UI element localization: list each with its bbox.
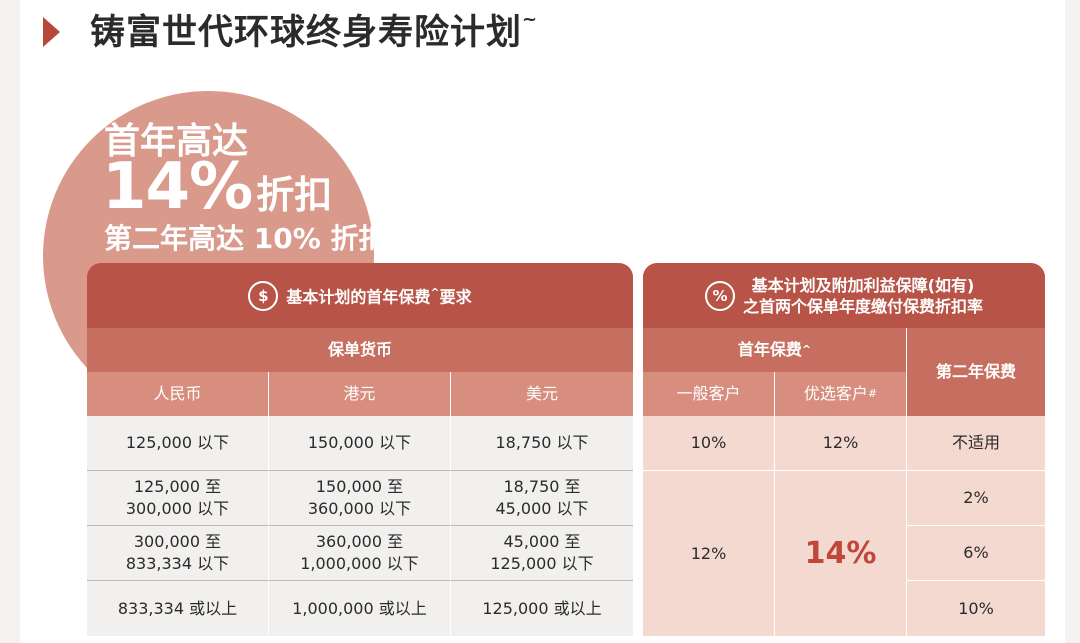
column-header-usd: 美元 xyxy=(451,372,633,416)
table-cell: 125,000 以下 xyxy=(87,416,269,471)
title-arrow-icon xyxy=(43,17,60,47)
table-cell: 300,000 至 833,334 以下 xyxy=(87,526,269,581)
second-year-premium-header: 第二年保费 xyxy=(907,328,1045,416)
promo-discount-label: 折扣 xyxy=(256,173,333,217)
promo-line-2: 14% 折扣 xyxy=(102,150,332,224)
preferred-client-header: 优选客户 # xyxy=(775,372,907,416)
table-cell: 10% xyxy=(643,416,775,471)
promo-line-1: 首年高达 xyxy=(104,121,249,162)
table-cell: 2% xyxy=(907,471,1045,526)
table-cell: 150,000 至 360,000 以下 xyxy=(269,471,451,526)
premium-requirement-header: $ 基本计划的首年保费^要求 xyxy=(87,263,633,328)
table-cell: 18,750 至 45,000 以下 xyxy=(451,471,633,526)
table-cell: 1,000,000 或以上 xyxy=(269,581,451,636)
column-header-hkd: 港元 xyxy=(269,372,451,416)
policy-currency-header: 保单货币 xyxy=(87,328,633,372)
promo-line-3: 第二年高达 10% 折扣 xyxy=(104,222,387,255)
table-cell: 125,000 至 300,000 以下 xyxy=(87,471,269,526)
general-client-header: 一般客户 xyxy=(643,372,775,416)
table-cell: 10% xyxy=(907,581,1045,636)
table-cell: 6% xyxy=(907,526,1045,581)
table-cell: 833,334 或以上 xyxy=(87,581,269,636)
table-cell: 45,000 至 125,000 以下 xyxy=(451,526,633,581)
table-cell: 150,000 以下 xyxy=(269,416,451,471)
column-header-rmb: 人民币 xyxy=(87,372,269,416)
preferred-client-merged-cell: 14% xyxy=(775,471,907,636)
first-year-premium-header: 首年保费 ^ xyxy=(643,328,907,372)
general-client-merged-cell: 12% xyxy=(643,471,775,636)
promo-discount-value: 14% xyxy=(102,150,253,224)
table-cell: 125,000 或以上 xyxy=(451,581,633,636)
table-cell: 不适用 xyxy=(907,416,1045,471)
dollar-icon: $ xyxy=(248,280,279,311)
page-title: 铸富世代环球终身寿险计划~ xyxy=(90,9,539,53)
table-cell: 360,000 至 1,000,000 以下 xyxy=(269,526,451,581)
table-cell: 18,750 以下 xyxy=(451,416,633,471)
discount-rate-header: % 基本计划及附加利益保障(如有) 之首两个保单年度缴付保费折扣率 xyxy=(643,263,1045,328)
table-cell: 12% xyxy=(775,416,907,471)
percent-icon: % xyxy=(704,280,735,311)
